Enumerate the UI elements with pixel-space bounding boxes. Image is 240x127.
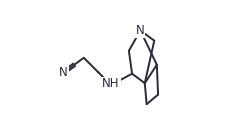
Text: NH: NH (102, 77, 120, 90)
Text: N: N (136, 24, 145, 37)
Text: N: N (59, 66, 68, 79)
